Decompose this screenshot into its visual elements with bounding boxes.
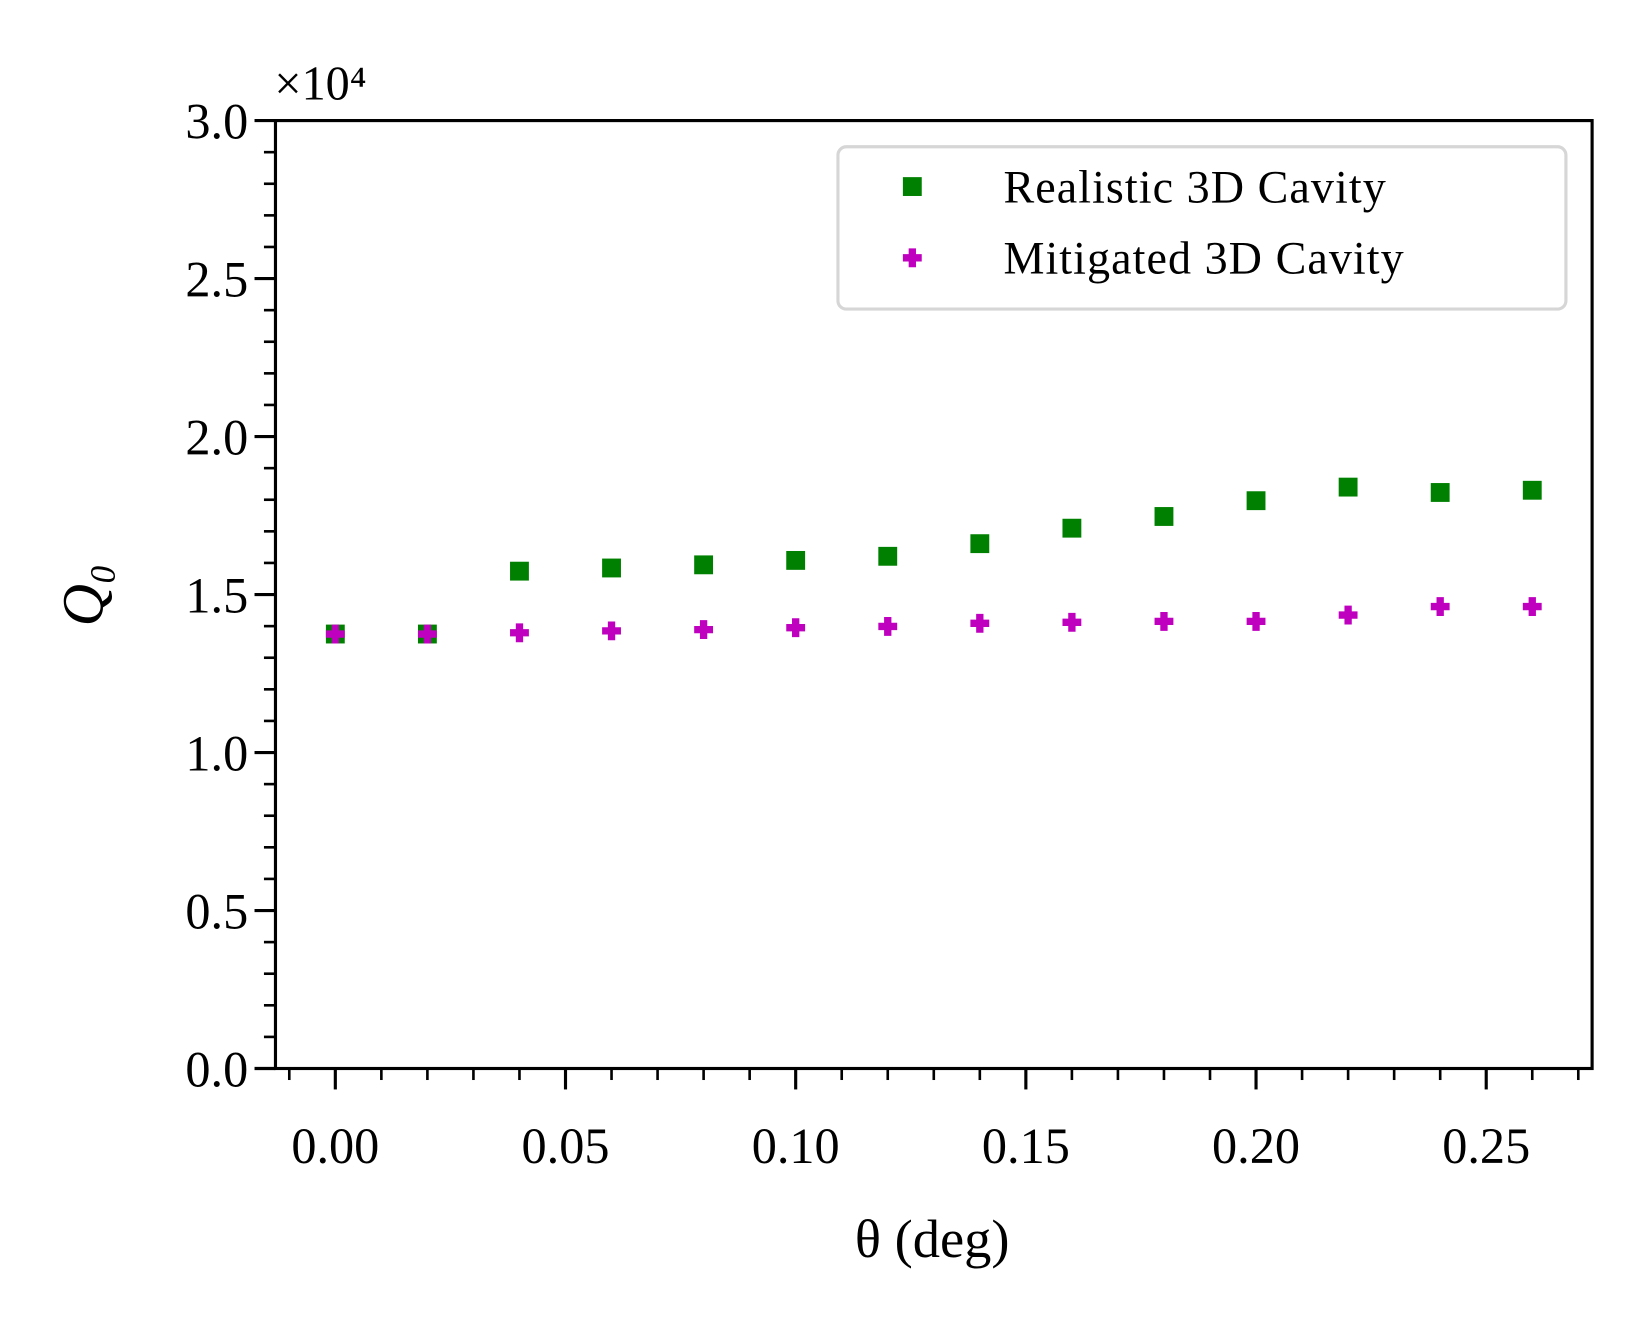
data-point [1154, 611, 1174, 631]
y-tick-label: 0.0 [185, 1041, 248, 1097]
legend: Realistic 3D Cavity Mitigated 3D Cavity [836, 145, 1568, 311]
x-tick-label: 0.15 [982, 1118, 1070, 1174]
data-point [1430, 483, 1450, 502]
data-point [1062, 612, 1082, 632]
legend-label: Realistic 3D Cavity [1003, 161, 1386, 212]
data-point [602, 558, 621, 578]
data-point [970, 613, 990, 633]
y-offset-text: ×10⁴ [274, 58, 366, 111]
x-axis-label: θ (deg) [855, 1208, 1010, 1269]
data-point [1430, 597, 1450, 616]
data-point [694, 620, 714, 640]
data-point [878, 617, 898, 636]
data-point [510, 623, 529, 643]
data-point [1246, 611, 1266, 631]
y-tick-label: 3.0 [185, 93, 248, 149]
data-point [325, 624, 345, 644]
data-point [1338, 605, 1358, 625]
y-tick-label: 1.5 [185, 567, 248, 623]
data-point [1154, 507, 1174, 526]
y-tick-label: 0.5 [185, 883, 248, 939]
legend-marker [902, 248, 922, 268]
legend-label: Mitigated 3D Cavity [1003, 232, 1404, 283]
plot-frame [273, 118, 1594, 1071]
data-point [417, 624, 437, 644]
data-point [694, 555, 714, 575]
y-tick-label: 2.5 [185, 251, 248, 307]
x-tick-label: 0.05 [522, 1118, 610, 1174]
data-point [786, 550, 806, 570]
x-tick-label: 0.25 [1442, 1118, 1530, 1174]
legend-marker [902, 177, 922, 196]
data-point [970, 534, 990, 554]
data-point [1338, 477, 1358, 497]
data-point [602, 621, 621, 641]
data-point [1062, 518, 1082, 538]
y-tick-label: 1.0 [185, 725, 248, 781]
x-tick-label: 0.10 [752, 1118, 840, 1174]
data-point [1522, 597, 1542, 616]
data-point [1522, 480, 1542, 500]
y-tick-label: 2.0 [185, 409, 248, 465]
y-axis-label: Q₀ [51, 564, 116, 627]
data-point [510, 561, 529, 581]
data-point [1246, 491, 1266, 511]
x-tick-label: 0.00 [291, 1118, 379, 1174]
data-point [786, 618, 806, 638]
data-point [878, 546, 898, 566]
legend-box [836, 145, 1568, 311]
x-tick-label: 0.20 [1212, 1118, 1300, 1174]
